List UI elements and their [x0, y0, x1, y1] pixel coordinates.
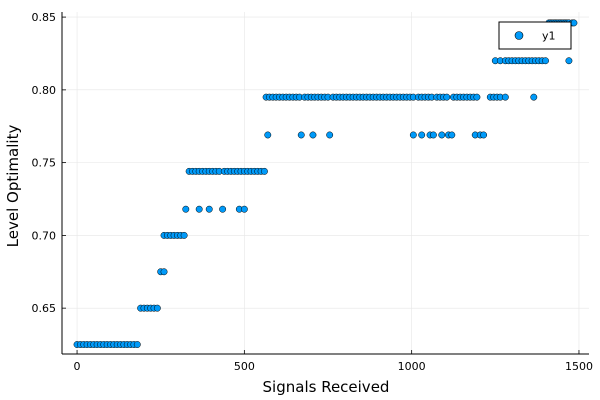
legend-marker-y1: [514, 31, 524, 40]
x-tick-label: 500: [234, 360, 255, 373]
data-point: [448, 131, 456, 139]
data-point: [219, 205, 227, 213]
data-point: [501, 93, 509, 101]
x-tick-label: 1500: [565, 360, 593, 373]
data-point: [297, 131, 305, 139]
x-tick-label: 1000: [398, 360, 426, 373]
y-tick-label: 0.70: [32, 229, 57, 242]
data-point: [160, 268, 168, 276]
axes: [61, 12, 589, 355]
y-tick-label: 0.85: [32, 11, 57, 24]
y-axis-label: Level Optimality: [4, 125, 22, 248]
x-axis-label: Signals Received: [263, 378, 390, 396]
data-point: [429, 131, 437, 139]
data-point: [195, 205, 203, 213]
data-point: [133, 341, 141, 348]
data-point: [418, 131, 426, 139]
series-y1-points: [73, 19, 578, 348]
data-point: [570, 19, 578, 27]
legend: y1: [498, 21, 572, 50]
y-tick-label: 0.75: [32, 157, 57, 170]
x-axis-ticks: 0 500 1000 1500: [74, 350, 593, 373]
y-tick-label: 0.80: [32, 84, 57, 97]
data-point: [182, 205, 190, 213]
y-tick-label: 0.65: [32, 302, 57, 315]
data-point: [409, 131, 417, 139]
data-point: [180, 231, 188, 239]
data-point: [205, 205, 213, 213]
data-point: [240, 205, 248, 213]
data-point: [326, 131, 334, 139]
data-point: [443, 93, 451, 101]
legend-label-y1: y1: [542, 30, 556, 43]
data-point: [438, 131, 446, 139]
x-tick-label: 0: [74, 360, 81, 373]
data-point: [153, 304, 161, 312]
data-point: [565, 57, 573, 65]
data-point: [480, 131, 488, 139]
data-point: [473, 93, 481, 101]
data-point: [542, 57, 549, 65]
legend-box: [498, 21, 572, 50]
data-point: [309, 131, 317, 139]
y-axis-ticks: 0.65 0.70 0.75 0.80 0.85: [32, 11, 66, 315]
data-point: [530, 93, 538, 101]
data-point: [264, 131, 272, 139]
data-point: [260, 167, 268, 175]
